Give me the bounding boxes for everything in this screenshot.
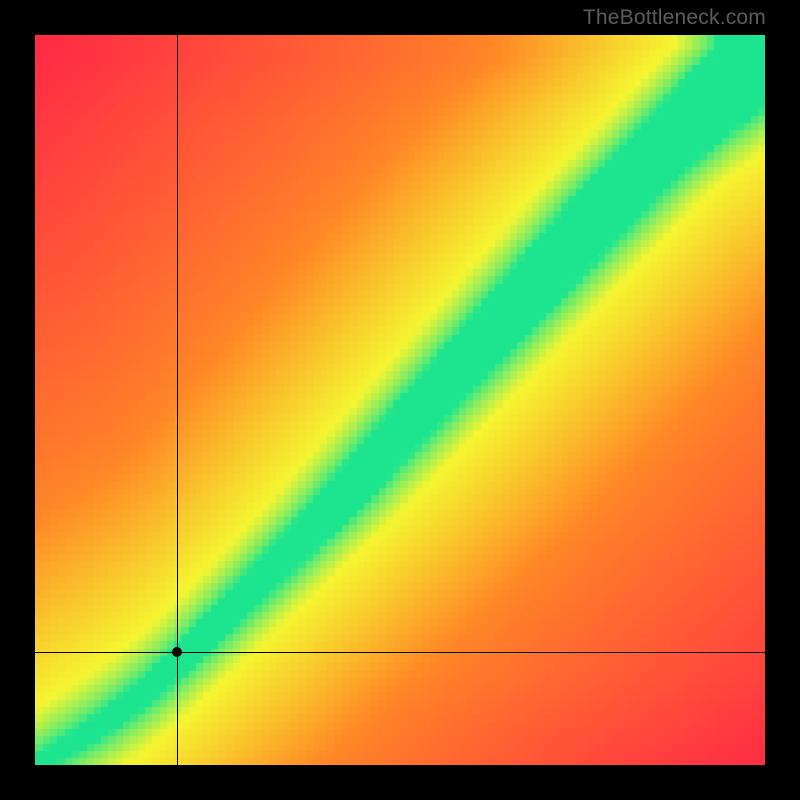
intersection-marker: [172, 647, 182, 657]
heatmap-plot: [35, 35, 765, 765]
crosshair-horizontal: [35, 652, 765, 653]
heatmap-canvas: [35, 35, 765, 765]
attribution-text: TheBottleneck.com: [583, 6, 766, 30]
